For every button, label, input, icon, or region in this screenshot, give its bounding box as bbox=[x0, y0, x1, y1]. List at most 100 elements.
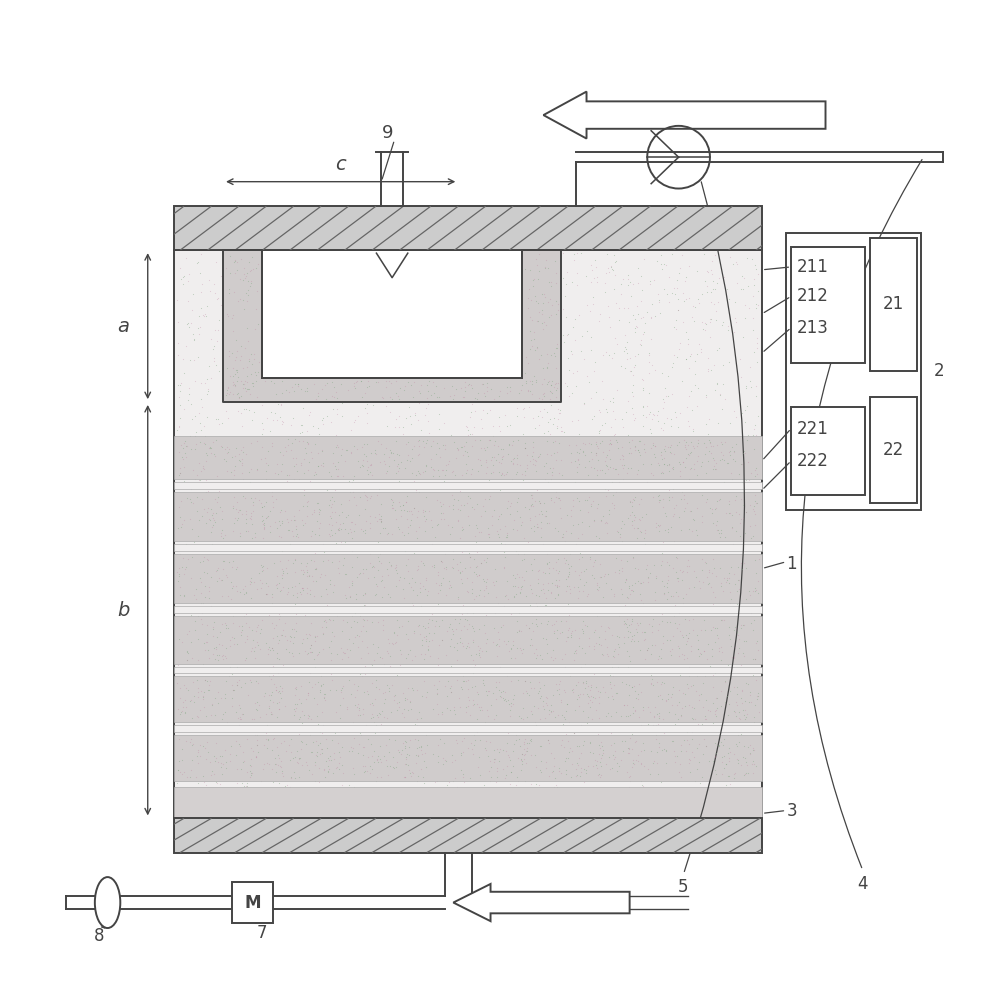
Point bbox=[608, 295, 624, 311]
Point bbox=[263, 373, 279, 389]
Point bbox=[490, 498, 505, 514]
Point bbox=[742, 686, 757, 702]
Point bbox=[250, 276, 266, 292]
Point bbox=[730, 517, 746, 533]
Point bbox=[737, 738, 753, 754]
Point bbox=[601, 347, 617, 363]
Point bbox=[265, 494, 281, 510]
Point bbox=[267, 750, 283, 766]
Point bbox=[494, 332, 510, 348]
Point bbox=[651, 708, 667, 724]
Point bbox=[533, 495, 549, 511]
Point bbox=[228, 265, 243, 281]
Point bbox=[575, 675, 591, 691]
Point bbox=[226, 377, 241, 393]
Point bbox=[235, 754, 251, 770]
Point bbox=[708, 767, 724, 783]
Point bbox=[740, 787, 755, 803]
Point bbox=[707, 247, 723, 263]
Point bbox=[722, 433, 738, 449]
Point bbox=[271, 632, 287, 648]
Point bbox=[669, 550, 685, 566]
Point bbox=[496, 588, 512, 604]
Point bbox=[422, 262, 437, 278]
Point bbox=[421, 652, 436, 668]
Point bbox=[358, 253, 373, 269]
Point bbox=[231, 717, 247, 733]
Point bbox=[561, 585, 577, 601]
Point bbox=[418, 457, 433, 473]
Point bbox=[309, 513, 325, 529]
Point bbox=[604, 760, 620, 776]
Point bbox=[313, 457, 329, 473]
Point bbox=[243, 758, 259, 774]
Point bbox=[258, 586, 274, 602]
Point bbox=[737, 297, 753, 313]
Point bbox=[502, 379, 518, 395]
Point bbox=[477, 677, 492, 693]
Point bbox=[745, 583, 760, 599]
Point bbox=[286, 283, 301, 299]
Point bbox=[335, 678, 351, 694]
Point bbox=[699, 469, 715, 485]
Point bbox=[711, 738, 727, 754]
Point bbox=[400, 519, 416, 535]
Point bbox=[480, 250, 495, 266]
Point bbox=[232, 271, 248, 287]
Point bbox=[697, 322, 713, 338]
Point bbox=[226, 386, 241, 402]
Point bbox=[404, 345, 420, 361]
Point bbox=[242, 386, 258, 402]
Point bbox=[372, 751, 388, 767]
Point bbox=[362, 600, 378, 616]
Point bbox=[552, 433, 567, 449]
Point bbox=[454, 519, 470, 535]
Point bbox=[441, 622, 457, 638]
Point bbox=[359, 312, 374, 328]
Point bbox=[735, 683, 751, 699]
Point bbox=[211, 483, 227, 499]
Point bbox=[174, 741, 190, 757]
Point bbox=[492, 770, 508, 786]
Point bbox=[595, 646, 611, 662]
Point bbox=[414, 800, 429, 816]
Point bbox=[234, 621, 250, 637]
Point bbox=[487, 754, 502, 770]
Point bbox=[748, 462, 763, 478]
Point bbox=[535, 321, 551, 337]
Text: 7: 7 bbox=[257, 924, 268, 942]
Point bbox=[608, 719, 624, 735]
Point bbox=[575, 662, 591, 678]
Point bbox=[712, 490, 728, 506]
Point bbox=[740, 452, 755, 468]
Point bbox=[721, 505, 737, 521]
Point bbox=[355, 706, 370, 722]
Point bbox=[315, 458, 331, 474]
Text: 211: 211 bbox=[797, 258, 829, 276]
Point bbox=[522, 577, 538, 593]
Point bbox=[630, 686, 646, 702]
Point bbox=[557, 334, 572, 350]
Point bbox=[434, 516, 450, 532]
Point bbox=[469, 724, 485, 740]
Point bbox=[558, 629, 574, 645]
Point bbox=[607, 664, 623, 680]
Point bbox=[293, 678, 308, 694]
Point bbox=[440, 517, 456, 533]
Point bbox=[673, 667, 689, 683]
Point bbox=[334, 739, 350, 755]
Point bbox=[489, 679, 504, 695]
Point bbox=[707, 703, 723, 719]
Point bbox=[613, 451, 628, 467]
Point bbox=[245, 632, 261, 648]
Point bbox=[729, 596, 745, 612]
Point bbox=[727, 693, 743, 709]
Point bbox=[321, 497, 337, 513]
Point bbox=[598, 708, 614, 724]
Point bbox=[560, 569, 576, 585]
Point bbox=[594, 738, 610, 754]
Point bbox=[691, 519, 707, 535]
Point bbox=[489, 636, 504, 652]
Point bbox=[677, 744, 692, 760]
Point bbox=[625, 755, 641, 771]
